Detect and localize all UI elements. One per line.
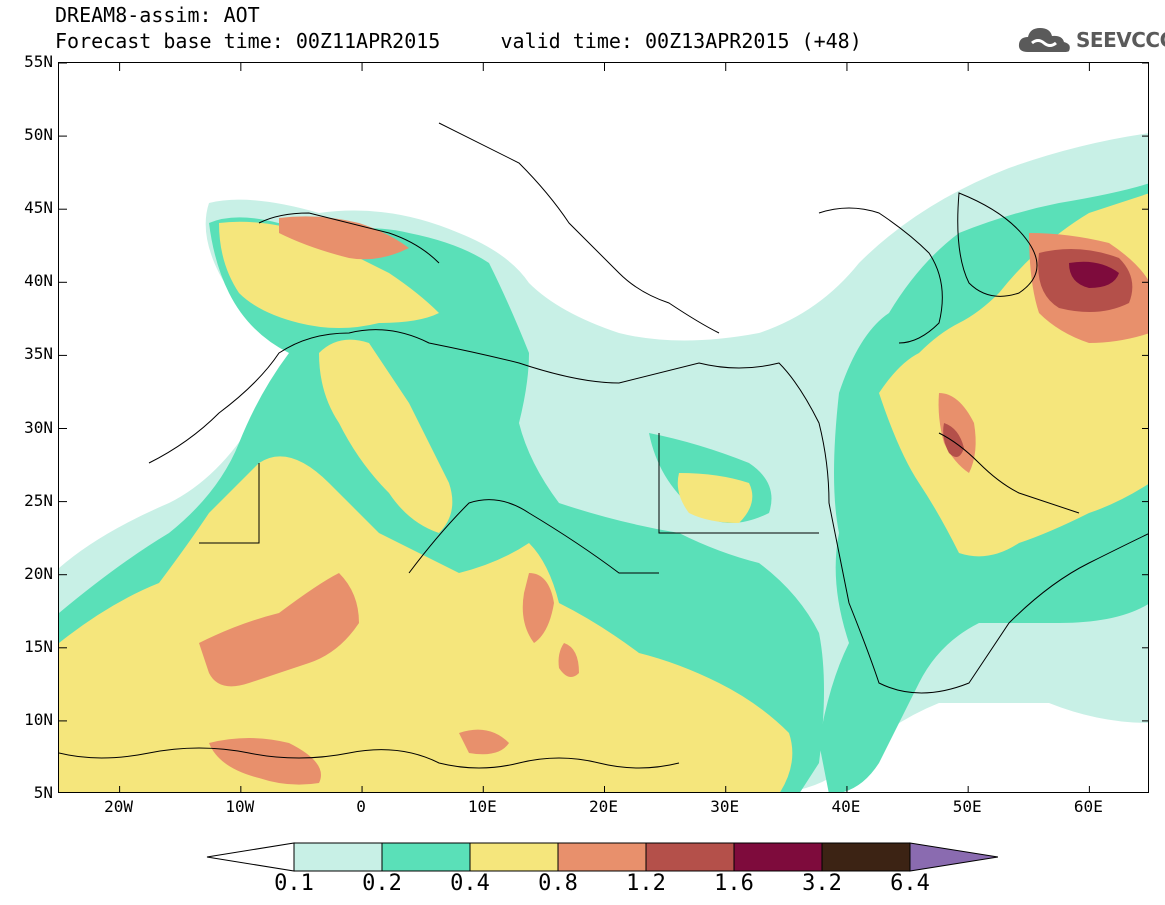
colorbar-segment: [557, 842, 647, 872]
cloud-icon: [1018, 28, 1070, 52]
map-title: DREAM8-assim: AOT: [55, 3, 260, 27]
lat-label: 40N: [24, 271, 53, 291]
contour-0.8-1.2: [199, 216, 1148, 785]
lat-label: 15N: [24, 636, 53, 656]
colorbar-segment-below: [206, 842, 295, 872]
seevccc-logo: SEEVCCC: [1016, 22, 1165, 58]
map-panel: [58, 62, 1149, 793]
logo-text: SEEVCCC: [1076, 28, 1165, 52]
colorbar-threshold-label: 3.2: [802, 871, 842, 896]
colorbar-threshold-label: 1.2: [626, 871, 666, 896]
colorbar-segment-above: [909, 842, 998, 872]
graticule-ticks: [59, 63, 1148, 792]
lat-label: 35N: [24, 344, 53, 364]
lon-label: 60E: [1073, 797, 1103, 816]
contour-1.6-3.2: [1069, 261, 1119, 288]
lon-label: 50E: [952, 797, 982, 816]
lon-label: 20E: [589, 797, 618, 816]
lon-label: 20W: [104, 797, 134, 816]
colorbar-threshold-label: 0.1: [274, 871, 314, 896]
colorbar-threshold-label: 6.4: [890, 871, 930, 896]
lon-label: 30E: [710, 797, 740, 816]
colorbar-threshold-label: 0.8: [538, 871, 578, 896]
map-subtitle: Forecast base time: 00Z11APR2015 valid t…: [55, 29, 862, 53]
lat-label: 20N: [24, 563, 53, 583]
lon-label: 10E: [467, 797, 497, 816]
lat-label: 10N: [24, 709, 53, 729]
lon-label: 0: [356, 797, 366, 816]
colorbar-segment: [821, 842, 911, 872]
colorbar-threshold-label: 1.6: [714, 871, 754, 896]
lat-label: 45N: [24, 198, 53, 218]
coastlines: [59, 122, 1148, 769]
colorbar-segment: [733, 842, 823, 872]
aot-map: [59, 63, 1148, 792]
lat-label: 5N: [33, 783, 53, 802]
lat-label: 55N: [24, 52, 53, 71]
lat-label: 50N: [24, 125, 53, 145]
lat-label: 30N: [24, 417, 53, 437]
lon-label: 40E: [831, 797, 861, 816]
colorbar-segment: [293, 842, 383, 872]
colorbar-segment: [469, 842, 559, 872]
colorbar-threshold-label: 0.2: [362, 871, 402, 896]
colorbar-segment: [381, 842, 471, 872]
lon-label: 10W: [225, 797, 255, 816]
lat-label: 25N: [24, 490, 53, 510]
colorbar-threshold-label: 0.4: [450, 871, 490, 896]
colorbar-segment: [645, 842, 735, 872]
aot-colorbar: [206, 842, 998, 872]
